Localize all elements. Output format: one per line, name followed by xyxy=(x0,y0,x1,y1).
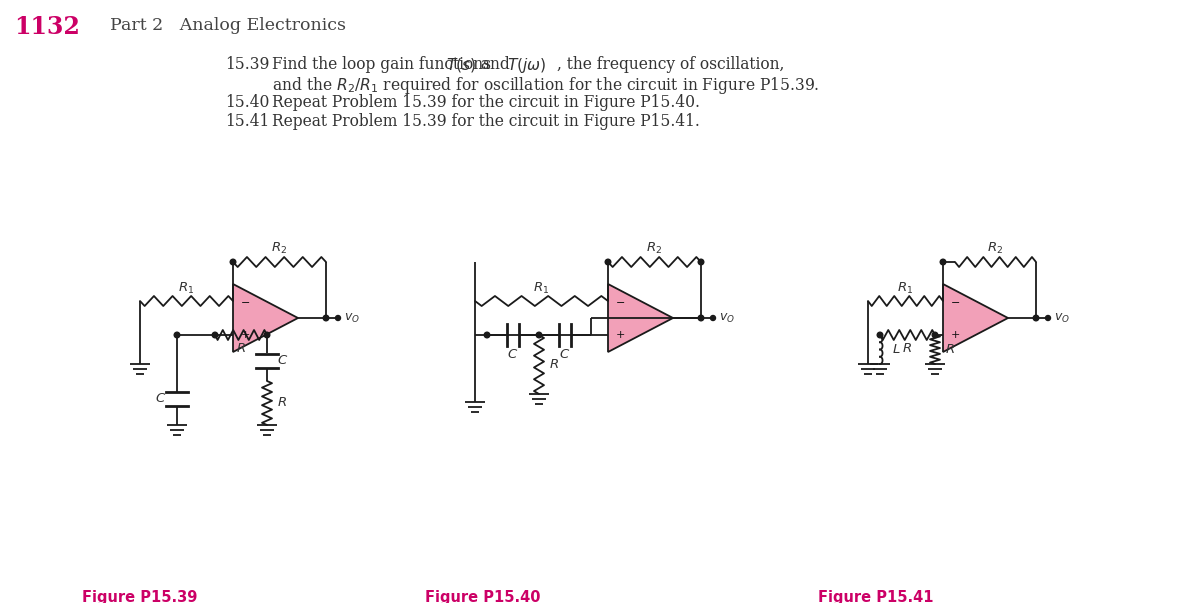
Text: $R_1$: $R_1$ xyxy=(533,280,550,295)
Text: $-$: $-$ xyxy=(240,296,250,306)
Text: $v_O$: $v_O$ xyxy=(344,312,360,324)
Text: $v_O$: $v_O$ xyxy=(1054,312,1070,324)
Circle shape xyxy=(877,332,883,338)
Polygon shape xyxy=(608,284,673,352)
Text: $R$: $R$ xyxy=(946,343,955,356)
Circle shape xyxy=(1045,315,1050,321)
Text: $C$: $C$ xyxy=(277,355,289,367)
Text: $R_2$: $R_2$ xyxy=(271,241,288,256)
Circle shape xyxy=(212,332,218,338)
Text: $L$: $L$ xyxy=(892,343,900,356)
Text: $C$: $C$ xyxy=(559,347,571,361)
Circle shape xyxy=(323,315,329,321)
Text: Find the loop gain functions: Find the loop gain functions xyxy=(272,56,496,73)
Text: $R_2$: $R_2$ xyxy=(988,241,1003,256)
Text: $+$: $+$ xyxy=(950,329,960,341)
Circle shape xyxy=(932,332,938,338)
Circle shape xyxy=(698,259,703,265)
Text: $+$: $+$ xyxy=(240,329,250,341)
Text: $R_2$: $R_2$ xyxy=(647,241,662,256)
Circle shape xyxy=(485,332,490,338)
Text: and the $R_2/R_1$ required for oscillation for the circuit in Figure P15.39.: and the $R_2/R_1$ required for oscillati… xyxy=(272,75,820,96)
Text: $R$: $R$ xyxy=(902,343,912,356)
Text: $v_O$: $v_O$ xyxy=(719,312,734,324)
Text: Figure P15.40: Figure P15.40 xyxy=(425,590,540,603)
Circle shape xyxy=(336,315,341,321)
Text: Figure P15.41: Figure P15.41 xyxy=(818,590,934,603)
Text: $R$: $R$ xyxy=(550,358,559,371)
Text: Repeat Problem 15.39 for the circuit in Figure P15.41.: Repeat Problem 15.39 for the circuit in … xyxy=(272,113,700,130)
Text: 15.39: 15.39 xyxy=(226,56,269,73)
Text: and: and xyxy=(476,56,515,73)
Text: $R_1$: $R_1$ xyxy=(179,280,194,295)
Circle shape xyxy=(536,332,542,338)
Circle shape xyxy=(605,259,611,265)
Text: $+$: $+$ xyxy=(616,329,625,341)
Text: 15.41: 15.41 xyxy=(226,113,269,130)
Text: 15.40: 15.40 xyxy=(226,94,269,111)
Polygon shape xyxy=(233,284,298,352)
Polygon shape xyxy=(943,284,1008,352)
Text: $R_1$: $R_1$ xyxy=(898,280,913,295)
Circle shape xyxy=(1033,315,1039,321)
Circle shape xyxy=(698,315,703,321)
Text: $T(s)$: $T(s)$ xyxy=(446,56,476,74)
Text: Part 2   Analog Electronics: Part 2 Analog Electronics xyxy=(110,17,346,34)
Circle shape xyxy=(710,315,715,321)
Text: $-$: $-$ xyxy=(616,296,625,306)
Circle shape xyxy=(264,332,270,338)
Text: $R$: $R$ xyxy=(236,343,246,356)
Text: Figure P15.39: Figure P15.39 xyxy=(82,590,197,603)
Text: 1132: 1132 xyxy=(14,15,80,39)
Text: $T(j\omega)$: $T(j\omega)$ xyxy=(508,56,546,75)
Text: $R$: $R$ xyxy=(277,397,287,409)
Text: , the frequency of oscillation,: , the frequency of oscillation, xyxy=(557,56,785,73)
Text: Repeat Problem 15.39 for the circuit in Figure P15.40.: Repeat Problem 15.39 for the circuit in … xyxy=(272,94,700,111)
Text: $C$: $C$ xyxy=(508,347,518,361)
Text: $-$: $-$ xyxy=(950,296,960,306)
Text: $C$: $C$ xyxy=(155,393,167,405)
Circle shape xyxy=(941,259,946,265)
Circle shape xyxy=(174,332,180,338)
Circle shape xyxy=(230,259,236,265)
